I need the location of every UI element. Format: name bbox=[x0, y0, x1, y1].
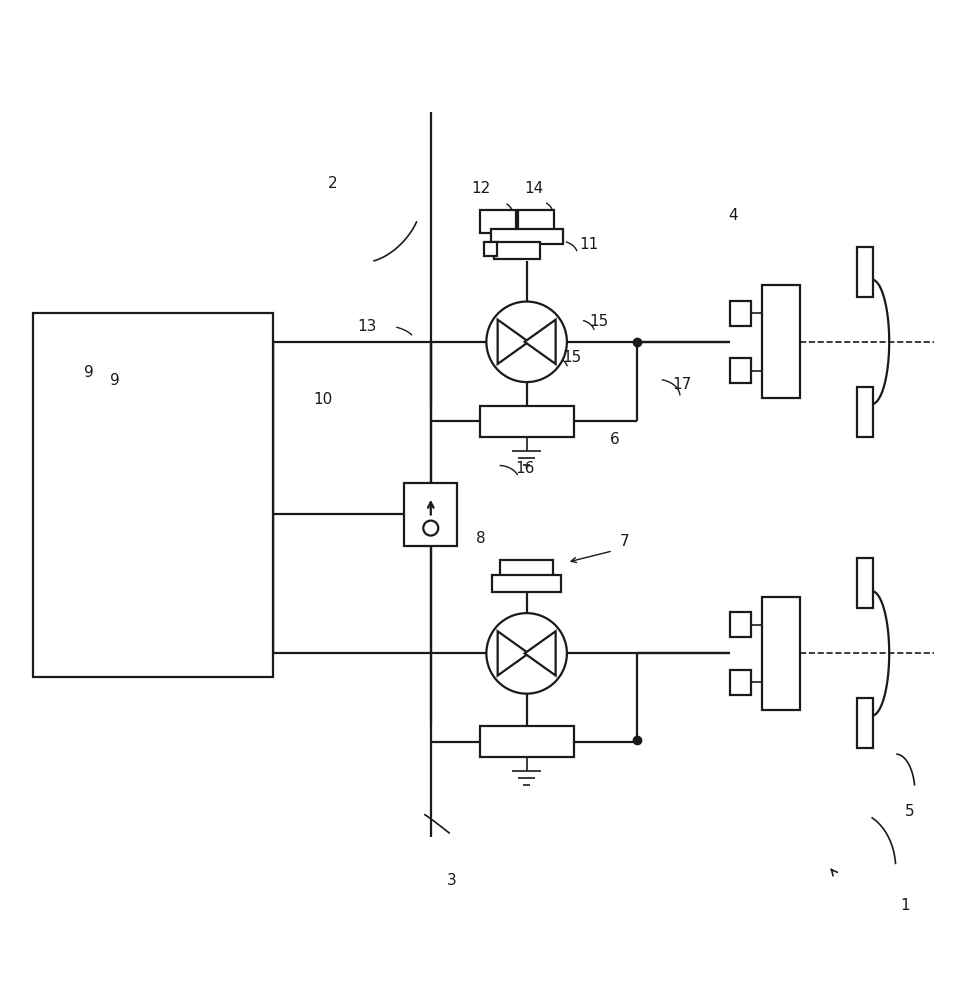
Bar bbox=[480, 210, 516, 233]
Bar bbox=[762, 597, 800, 710]
Circle shape bbox=[424, 521, 438, 536]
Circle shape bbox=[486, 613, 567, 694]
Text: 15: 15 bbox=[562, 350, 581, 365]
Bar bbox=[494, 242, 540, 259]
Bar bbox=[762, 285, 800, 398]
Text: 11: 11 bbox=[579, 237, 599, 252]
Text: 16: 16 bbox=[515, 461, 535, 476]
Bar bbox=[490, 229, 563, 244]
Polygon shape bbox=[498, 631, 529, 676]
Text: 1: 1 bbox=[900, 898, 910, 913]
Polygon shape bbox=[525, 320, 556, 364]
Text: 5: 5 bbox=[905, 804, 915, 819]
Text: 15: 15 bbox=[589, 314, 608, 329]
Text: 2: 2 bbox=[328, 176, 337, 191]
Text: 9: 9 bbox=[84, 365, 94, 380]
Text: 13: 13 bbox=[357, 319, 376, 334]
Bar bbox=[500, 560, 553, 584]
Bar bbox=[857, 558, 873, 608]
Text: 8: 8 bbox=[476, 531, 485, 546]
Polygon shape bbox=[525, 631, 556, 676]
Bar bbox=[730, 358, 751, 383]
Bar bbox=[484, 242, 497, 256]
Bar bbox=[857, 698, 873, 748]
Text: 6: 6 bbox=[610, 432, 620, 447]
Text: 7: 7 bbox=[620, 534, 630, 549]
Bar bbox=[480, 726, 573, 757]
Text: 10: 10 bbox=[313, 392, 332, 407]
Bar bbox=[33, 313, 273, 677]
Circle shape bbox=[486, 302, 567, 382]
Bar bbox=[730, 612, 751, 637]
Text: 12: 12 bbox=[471, 181, 490, 196]
Bar bbox=[857, 387, 873, 437]
Bar bbox=[492, 575, 561, 592]
Polygon shape bbox=[498, 320, 529, 364]
Text: 9: 9 bbox=[109, 373, 119, 388]
Text: 3: 3 bbox=[447, 873, 456, 888]
Bar bbox=[518, 210, 554, 233]
Bar bbox=[404, 483, 457, 546]
Text: 17: 17 bbox=[672, 377, 691, 392]
Bar bbox=[730, 301, 751, 326]
Text: 4: 4 bbox=[728, 208, 738, 223]
Bar bbox=[857, 247, 873, 297]
Bar bbox=[480, 406, 573, 437]
Text: 14: 14 bbox=[525, 181, 544, 196]
Bar bbox=[730, 670, 751, 695]
